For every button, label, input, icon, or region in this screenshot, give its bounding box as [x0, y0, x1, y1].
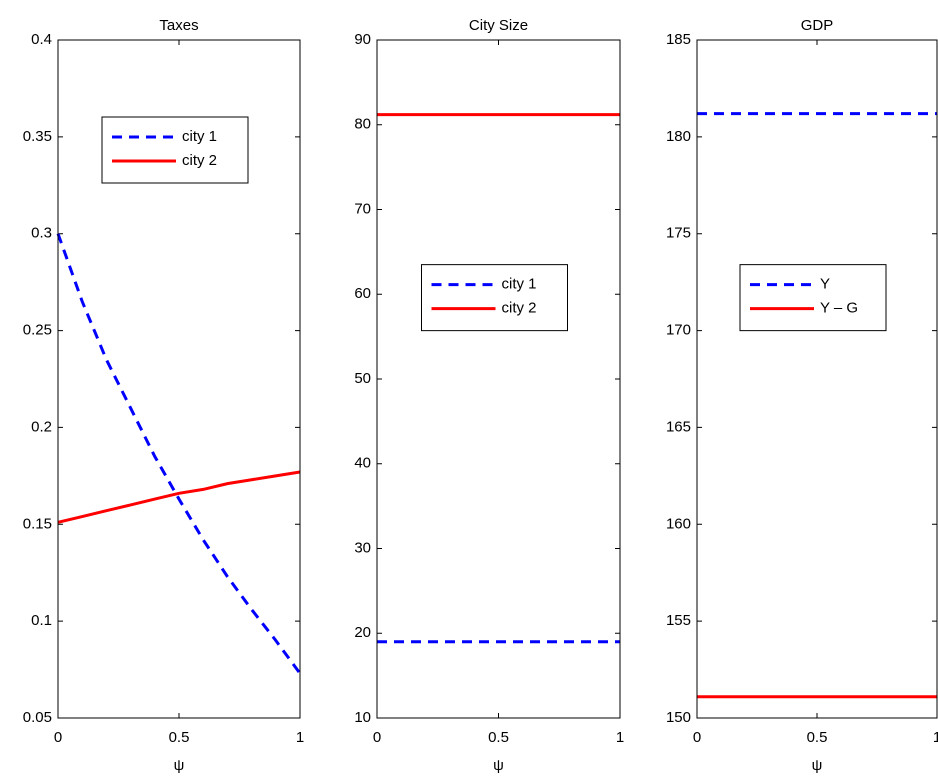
legend: Y Y – G [739, 264, 887, 332]
x-axis-label: ψ [812, 757, 823, 774]
legend-box [421, 264, 568, 332]
y-tick-label: 160 [666, 515, 691, 532]
x-tick-label: 1 [616, 729, 624, 746]
y-tick-label: 80 [354, 116, 371, 133]
y-tick-label: 0.25 [23, 322, 52, 339]
y-tick-label: 165 [666, 418, 691, 435]
subplot: GDP ψ 150 155 160 165 170 175 180 185 0 0.5 1 Y Y – G [666, 17, 938, 774]
subplot: Taxes ψ 0.05 0.1 0.15 0.2 0.25 0.3 0.35 0.4 0 0.5 1 c… [23, 17, 304, 774]
y-tick-label: 180 [666, 128, 691, 145]
y-tick-label: 0.4 [31, 31, 52, 48]
legend-label: city 1 [182, 128, 217, 145]
y-tick-label: 150 [666, 709, 691, 726]
x-tick-label: 0.5 [807, 729, 828, 746]
y-tick-label: 0.15 [23, 515, 52, 532]
y-tick-label: 90 [354, 31, 371, 48]
y-tick-label: 155 [666, 612, 691, 629]
y-tick-label: 185 [666, 31, 691, 48]
x-axis-label: ψ [493, 757, 504, 774]
x-tick-label: 0.5 [169, 729, 190, 746]
legend-label: Y – G [820, 300, 858, 317]
legend-box [739, 264, 887, 332]
y-tick-label: 0.2 [31, 418, 52, 435]
y-tick-label: 0.05 [23, 709, 52, 726]
y-tick-label: 10 [354, 709, 371, 726]
y-tick-label: 50 [354, 370, 371, 387]
axes-frame [696, 39, 938, 719]
legend-label: Y [820, 276, 830, 293]
y-tick-label: 70 [354, 200, 371, 217]
x-tick-label: 0.5 [488, 729, 509, 746]
chart-title: Taxes [159, 17, 198, 34]
legend: city 1 city 2 [101, 116, 249, 184]
x-tick-label: 0 [373, 729, 381, 746]
chart-title: GDP [801, 17, 834, 34]
y-tick-label: 0.3 [31, 225, 52, 242]
legend-label: city 2 [182, 152, 217, 169]
x-tick-label: 0 [693, 729, 701, 746]
legend-label: city 1 [502, 276, 537, 293]
y-tick-label: 0.1 [31, 612, 52, 629]
y-tick-label: 60 [354, 285, 371, 302]
x-tick-label: 1 [933, 729, 938, 746]
line [56, 233, 302, 675]
y-tick-label: 170 [666, 322, 691, 339]
axes-frame [57, 39, 301, 719]
line [57, 470, 301, 524]
x-axis-label: ψ [174, 757, 185, 774]
legend-label: city 2 [502, 300, 537, 317]
y-tick-label: 30 [354, 539, 371, 556]
y-tick-label: 0.35 [23, 128, 52, 145]
x-tick-label: 1 [296, 729, 304, 746]
axes-frame [376, 39, 621, 719]
y-tick-label: 175 [666, 225, 691, 242]
chart-title: City Size [469, 17, 528, 34]
x-tick-label: 0 [54, 729, 62, 746]
legend-box [101, 116, 249, 184]
legend: city 1 city 2 [421, 264, 568, 332]
y-tick-label: 40 [354, 455, 371, 472]
y-tick-label: 20 [354, 624, 371, 641]
